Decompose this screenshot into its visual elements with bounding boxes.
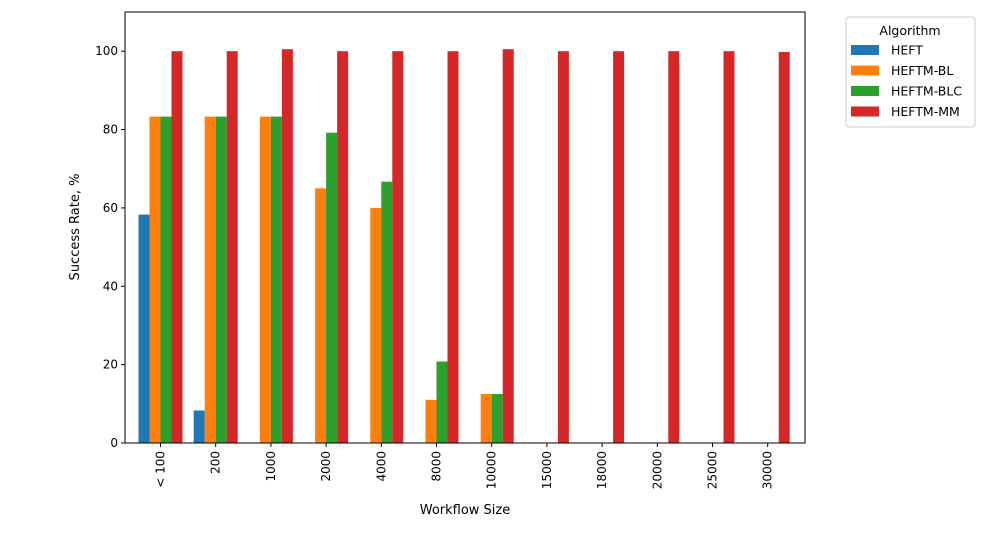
bar-heftm-blc-1 (215, 116, 227, 444)
y-tick-label: 20 (103, 358, 118, 372)
bar-heftm-mm-7 (557, 51, 569, 444)
x-tick-label: 25000 (706, 451, 720, 489)
x-tick-label: 2000 (319, 451, 333, 482)
bar-heftm-mm-2 (281, 49, 293, 443)
bar-heftm-blc-6 (491, 394, 503, 443)
legend-label-heftm-mm: HEFTM-MM (891, 104, 960, 119)
bar-heftm-bl-0 (149, 116, 161, 444)
bar-heftm-mm-0 (171, 51, 183, 444)
bar-heftm-blc-0 (160, 116, 172, 444)
bar-heftm-mm-4 (392, 51, 404, 444)
x-tick-label: 4000 (374, 451, 388, 482)
legend-label-heft: HEFT (891, 43, 923, 58)
bar-heftm-bl-2 (259, 116, 271, 444)
y-axis: 0 20 40 60 80 100 (95, 44, 125, 450)
bar-heftm-bl-3 (315, 188, 327, 443)
bar-heftm-mm-6 (502, 49, 514, 443)
bar-heftm-bl-6 (480, 394, 492, 443)
y-axis-label: Success Rate, % (68, 174, 83, 281)
plot-frame (124, 11, 806, 444)
bar-heftm-mm-3 (337, 51, 349, 444)
legend-swatch-heftm-blc (851, 86, 879, 96)
bar-heftm-blc-5 (436, 361, 448, 443)
bar-heftm-bl-4 (370, 207, 382, 443)
legend-swatch-heftm-bl (851, 65, 879, 76)
y-tick-label: 80 (103, 123, 118, 137)
x-tick-label: 10000 (485, 451, 499, 489)
x-tick-label: 20000 (650, 451, 664, 489)
y-tick-label: 40 (103, 279, 118, 293)
y-tick-label: 60 (103, 201, 118, 215)
bar-heft-0 (138, 214, 150, 443)
legend-frame (845, 16, 976, 128)
x-axis: < 100 200 1000 2000 4000 8000 10000 15000 18000 2… (154, 443, 775, 489)
legend: Algorithm HEFT HEFTM-BL HEFTM-BLC HEFTM-MM (845, 16, 976, 128)
x-tick-label: 1000 (264, 451, 278, 482)
bar-heft-1 (193, 410, 205, 443)
bars-layer (138, 49, 790, 444)
legend-label-heftm-bl: HEFTM-BL (891, 63, 953, 78)
x-tick-label: < 100 (154, 451, 168, 488)
bar-heftm-mm-11 (778, 51, 790, 443)
bar-heftm-bl-1 (204, 116, 216, 444)
y-tick-label: 100 (95, 44, 118, 58)
x-tick-label: 30000 (761, 451, 775, 489)
bar-heftm-blc-3 (326, 132, 338, 443)
bar-heftm-bl-5 (425, 399, 437, 443)
legend-title: Algorithm (879, 23, 940, 38)
y-tick-label: 0 (110, 436, 118, 450)
bar-heftm-mm-9 (668, 51, 680, 444)
bar-heftm-blc-2 (270, 116, 282, 444)
x-axis-label: Workflow Size (420, 503, 511, 518)
bar-heftm-mm-1 (226, 51, 238, 444)
x-tick-label: 18000 (595, 451, 609, 489)
x-tick-label: 15000 (540, 451, 554, 489)
bar-heftm-blc-4 (381, 181, 393, 443)
bar-heftm-mm-5 (447, 51, 459, 444)
legend-label-heftm-blc: HEFTM-BLC (891, 84, 962, 99)
bar-heftm-mm-10 (723, 51, 735, 444)
legend-swatch-heft (851, 45, 879, 55)
bar-heftm-mm-8 (613, 51, 625, 444)
legend-swatch-heftm-mm (851, 106, 879, 117)
x-tick-label: 8000 (430, 451, 444, 482)
x-tick-label: 200 (209, 451, 223, 474)
